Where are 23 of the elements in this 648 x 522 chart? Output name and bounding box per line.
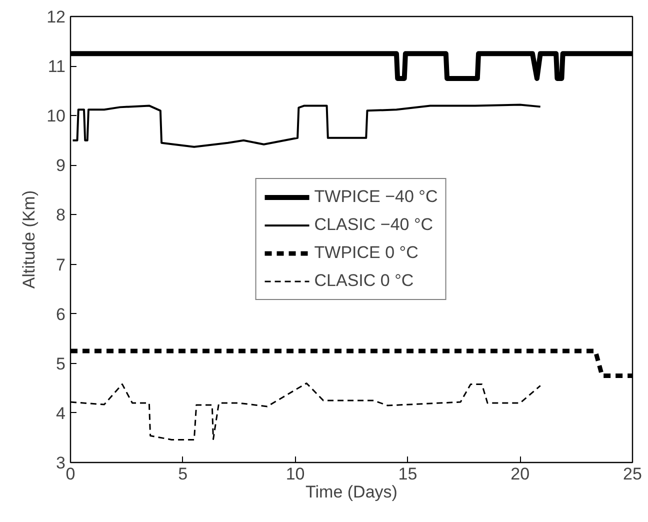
y-tick-label: 11 <box>48 57 66 76</box>
y-tick-label: 8 <box>56 206 66 225</box>
y-tick-label: 4 <box>56 404 66 423</box>
y-axis-title: Altitude (Km) <box>20 190 39 289</box>
legend-label: TWPICE −40 °C <box>314 187 438 207</box>
x-tick-label: 20 <box>510 464 530 484</box>
legend-label: CLASIC 0 °C <box>314 271 414 291</box>
y-tick-label: 6 <box>56 304 66 324</box>
x-tick-label: 15 <box>398 464 418 484</box>
legend-label: CLASIC −40 °C <box>314 215 434 235</box>
line-series <box>70 382 542 440</box>
y-tick-label: 7 <box>56 255 66 274</box>
y-tick-label: 5 <box>56 354 66 374</box>
y-tick-label: 9 <box>56 156 66 176</box>
x-tick-label: 25 <box>623 464 642 484</box>
x-tick-label: 5 <box>178 464 188 484</box>
y-tick-label: 3 <box>56 454 66 472</box>
y-tick-label: 12 <box>46 8 66 26</box>
x-tick-label: 0 <box>66 464 76 484</box>
y-tick-label: 10 <box>46 106 66 126</box>
x-tick-label: 10 <box>286 464 305 484</box>
x-axis-title: Time (Days) <box>306 482 398 502</box>
legend-label: TWPICE 0 °C <box>314 243 418 263</box>
